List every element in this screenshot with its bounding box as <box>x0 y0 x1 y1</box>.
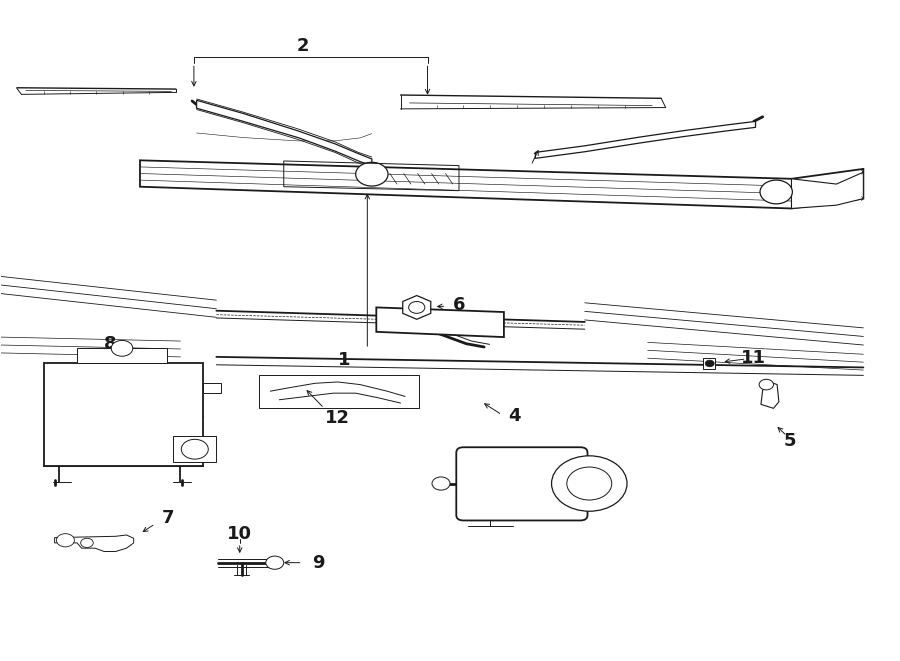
Polygon shape <box>196 100 372 166</box>
Polygon shape <box>140 161 863 208</box>
Text: 5: 5 <box>783 432 796 450</box>
Polygon shape <box>44 364 202 466</box>
Text: 9: 9 <box>311 554 324 572</box>
Circle shape <box>567 467 612 500</box>
Circle shape <box>112 340 133 356</box>
Circle shape <box>760 180 792 204</box>
Polygon shape <box>173 436 216 463</box>
Polygon shape <box>703 358 716 369</box>
Polygon shape <box>376 307 504 337</box>
Polygon shape <box>402 295 431 319</box>
Circle shape <box>759 379 773 390</box>
Polygon shape <box>536 122 755 159</box>
Polygon shape <box>55 535 134 551</box>
Polygon shape <box>77 348 166 364</box>
Text: 12: 12 <box>325 408 350 426</box>
Text: 6: 6 <box>453 296 465 315</box>
Circle shape <box>409 301 425 313</box>
Circle shape <box>81 538 94 547</box>
Circle shape <box>181 440 208 459</box>
Polygon shape <box>17 89 176 95</box>
Text: 8: 8 <box>104 334 117 353</box>
Text: 7: 7 <box>162 509 174 527</box>
FancyBboxPatch shape <box>456 447 588 520</box>
Text: 3: 3 <box>584 475 597 492</box>
Text: 11: 11 <box>742 349 766 368</box>
Circle shape <box>57 533 75 547</box>
Text: 4: 4 <box>508 407 521 425</box>
Circle shape <box>706 360 715 367</box>
Polygon shape <box>791 173 863 208</box>
Polygon shape <box>400 95 666 109</box>
Text: 2: 2 <box>296 36 309 55</box>
Circle shape <box>266 556 284 569</box>
Text: 1: 1 <box>338 351 350 369</box>
Circle shape <box>432 477 450 490</box>
Text: 10: 10 <box>227 525 252 543</box>
Circle shape <box>356 163 388 186</box>
Polygon shape <box>202 383 220 393</box>
Polygon shape <box>760 382 778 408</box>
Circle shape <box>552 456 627 511</box>
